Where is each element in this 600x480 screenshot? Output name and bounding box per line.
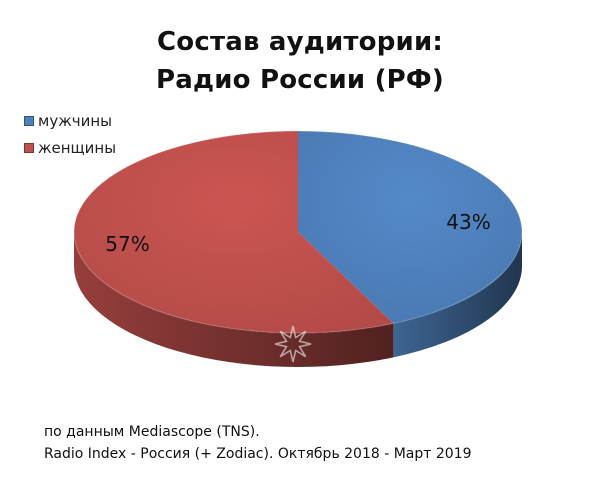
chart-subtitle: Радио России (РФ) <box>156 65 444 95</box>
pie-slice-male <box>298 131 522 324</box>
watermark-star-icon <box>274 325 312 363</box>
pie-side-female <box>74 232 394 368</box>
source-note-line1: по данным Mediascope (TNS). <box>44 424 260 440</box>
data-label-female: 57% <box>105 232 149 256</box>
watermark-logo: ALLEN MEDIA <box>234 325 352 389</box>
legend-label-male: мужчины <box>38 111 112 130</box>
source-note-line2: Radio Index - Россия (+ Zodiac). Октябрь… <box>44 446 472 462</box>
legend: мужчины женщины <box>24 107 116 161</box>
data-label-male: 43% <box>446 210 490 234</box>
legend-item-male: мужчины <box>24 107 116 134</box>
legend-swatch-female <box>24 142 34 153</box>
pie-rim <box>73 130 523 334</box>
legend-item-female: женщины <box>24 134 116 161</box>
watermark-text: ALLEN MEDIA <box>234 371 352 389</box>
chart-title: Состав аудитории: <box>157 27 443 57</box>
legend-swatch-male <box>24 115 34 126</box>
pie-side-male <box>393 232 522 358</box>
legend-label-female: женщины <box>38 138 117 157</box>
pie-slice-female <box>74 131 394 333</box>
